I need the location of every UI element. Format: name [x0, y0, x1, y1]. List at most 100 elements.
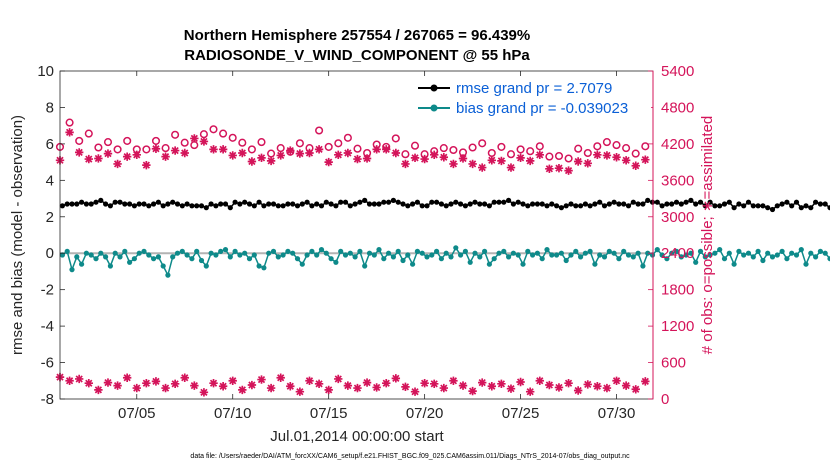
- bias-point: [793, 252, 800, 258]
- rmse-point: [165, 201, 171, 207]
- legend-bias-label: bias grand pr = -0.039023: [456, 100, 628, 117]
- bias-point: [769, 254, 776, 260]
- bias-point: [774, 252, 780, 258]
- bias-point: [654, 247, 660, 253]
- bias-point: [371, 252, 377, 258]
- rmse-point: [179, 203, 185, 209]
- obs-series-4: [55, 372, 650, 397]
- bias-point: [486, 261, 492, 267]
- rmse-point: [213, 203, 219, 209]
- obs-possible-point: [535, 142, 544, 151]
- obs-possible-point: [334, 139, 343, 148]
- bias-point: [198, 257, 205, 264]
- obs-assimilated-point: [257, 375, 266, 384]
- plot-area: [55, 118, 830, 397]
- obs-assimilated-point: [334, 150, 343, 160]
- rmse-point: [246, 201, 253, 207]
- y-right-tick-label: 600: [661, 355, 686, 372]
- rmse-point: [616, 201, 622, 207]
- y-right-tick-label: 2400: [661, 245, 694, 262]
- obs-possible-point: [161, 144, 170, 153]
- rmse-point: [702, 203, 708, 209]
- bias-point: [174, 250, 181, 256]
- rmse-point: [554, 203, 560, 209]
- bias-point: [213, 252, 219, 258]
- obs-assimilated-point: [353, 154, 362, 164]
- rmse-point: [122, 201, 128, 207]
- rmse-point: [424, 203, 430, 209]
- rmse-point: [107, 203, 113, 209]
- rmse-point: [822, 201, 828, 207]
- bias-point: [410, 261, 416, 267]
- y-axis-left-label: rmse and bias (model - observation): [9, 115, 26, 355]
- obs-assimilated-point: [545, 380, 554, 390]
- bias-point: [136, 250, 142, 256]
- bias-point: [707, 252, 713, 258]
- obs-assimilated-point: [573, 157, 583, 166]
- rmse-point: [693, 201, 699, 207]
- bias-point: [424, 254, 430, 260]
- bias-series: [59, 245, 830, 278]
- obs-possible-point: [353, 144, 362, 153]
- rmse-point: [117, 199, 123, 205]
- rmse-point: [155, 199, 161, 205]
- bias-point: [280, 252, 286, 258]
- bias-point: [688, 250, 694, 256]
- obs-assimilated-point: [266, 383, 276, 393]
- bias-point: [755, 248, 761, 254]
- rmse-point: [530, 201, 536, 207]
- obs-assimilated-point: [516, 153, 525, 163]
- y-right-tick-label: 0: [661, 391, 669, 408]
- obs-possible-point: [180, 138, 189, 147]
- obs-assimilated-point: [209, 145, 218, 154]
- rmse-point: [573, 203, 579, 209]
- rmse-point: [146, 203, 152, 209]
- rmse-point: [544, 203, 550, 209]
- rmse-point: [170, 199, 176, 205]
- obs-assimilated-point: [401, 159, 410, 169]
- bias-point: [151, 256, 157, 262]
- obs-possible-point: [65, 118, 74, 127]
- bias-point: [544, 247, 550, 253]
- bias-point: [750, 254, 756, 260]
- bias-point: [405, 252, 411, 258]
- bias-point: [808, 250, 814, 256]
- obs-assimilated-point: [631, 385, 640, 394]
- obs-assimilated-point: [525, 156, 535, 166]
- bias-point: [275, 254, 281, 260]
- obs-assimilated-point: [631, 161, 640, 170]
- bias-point: [554, 252, 560, 258]
- bias-point: [103, 254, 109, 260]
- rmse-point: [601, 203, 608, 209]
- y-left-tick-label: 6: [46, 136, 54, 153]
- obs-assimilated-point: [410, 153, 420, 163]
- obs-possible-point: [295, 139, 304, 148]
- obs-assimilated-point: [84, 154, 93, 164]
- bias-point: [578, 254, 584, 260]
- rmse-point: [654, 199, 660, 205]
- obs-assimilated-point: [343, 381, 353, 390]
- rmse-point: [131, 203, 137, 209]
- bias-point: [606, 248, 612, 254]
- obs-assimilated-point: [439, 383, 449, 393]
- rmse-point: [640, 201, 646, 207]
- bias-point: [822, 250, 828, 256]
- rmse-point: [803, 203, 809, 209]
- bias-point: [352, 254, 358, 260]
- x-tick-label: 07/15: [310, 405, 348, 422]
- bias-point: [328, 256, 334, 262]
- obs-assimilated-point: [305, 148, 314, 158]
- rmse-point: [323, 199, 329, 205]
- rmse-point: [352, 201, 358, 207]
- bias-point: [789, 250, 795, 256]
- rmse-point: [376, 201, 382, 207]
- obs-assimilated-point: [74, 148, 84, 157]
- rmse-point: [745, 199, 752, 205]
- obs-assimilated-point: [487, 156, 496, 165]
- bias-point: [299, 261, 305, 267]
- obs-assimilated-point: [190, 134, 199, 143]
- rmse-point: [434, 199, 440, 205]
- obs-assimilated-point: [94, 385, 103, 395]
- rmse-point: [386, 199, 392, 205]
- rmse-point: [784, 199, 790, 205]
